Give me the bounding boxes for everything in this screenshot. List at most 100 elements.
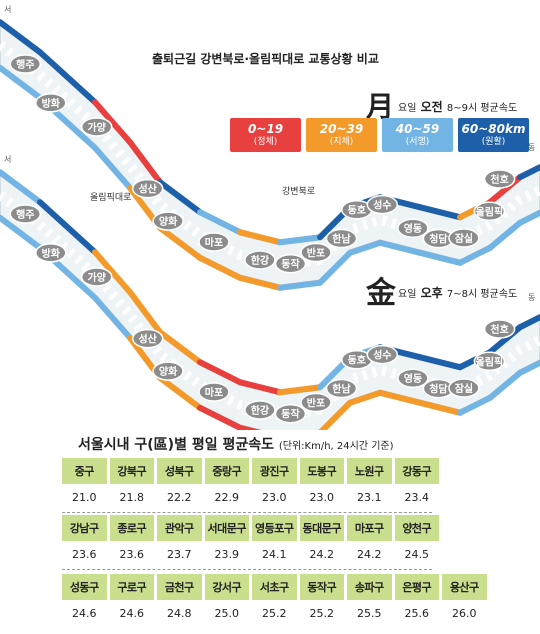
district-name: 강서구 (204, 574, 249, 600)
district-speed: 23.0 (309, 490, 335, 504)
place-badge (9, 54, 42, 74)
district-name: 강북구 (109, 458, 154, 484)
olympic-road-segment (197, 254, 243, 281)
district-speed: 23.9 (214, 547, 240, 561)
gangbyeon-road-segment (127, 289, 163, 336)
district-name: 은평구 (394, 574, 439, 600)
place-label: 영동 (404, 222, 422, 235)
district-speed: 22.9 (214, 490, 240, 504)
olympic-road-segment (157, 224, 203, 261)
west-marker: 서 (4, 155, 11, 164)
place-label: 올림픽 (476, 205, 504, 218)
place-label: 성산 (138, 183, 157, 196)
gangbyeon-road-segment (127, 139, 163, 186)
olympic-road-segment (237, 274, 283, 291)
place-badge (325, 228, 358, 249)
place-label: 한남 (332, 233, 351, 246)
olympic-road-label: 올림픽대로 (90, 191, 131, 203)
place-badge (152, 211, 184, 231)
place-badge (448, 378, 480, 398)
place-label: 반포 (307, 397, 325, 410)
legend-item-lightblue: 40~59 (서행) (382, 118, 453, 152)
olympic-road-segment (487, 369, 523, 401)
district-speed: 23.0 (262, 490, 287, 504)
place-badge (35, 93, 67, 113)
district-speed: 22.2 (167, 490, 192, 504)
page-title: 출퇴근길 강변북로·올림픽대로 교통상황 비교 (152, 52, 379, 66)
place-badge (325, 378, 358, 399)
district-name: 서대문구 (204, 515, 249, 541)
olympic-road-segment (457, 394, 493, 416)
gangbyeon-road-segment (277, 234, 323, 246)
gangbyeon-road-segment (197, 359, 243, 386)
place-label: 반포 (307, 247, 325, 260)
gangbyeon-road-segment (157, 329, 203, 366)
place-badge (131, 178, 164, 199)
place-badge (131, 328, 164, 349)
place-badge (300, 242, 332, 263)
district-name: 영등포구 (252, 515, 297, 541)
district-speed: 25.5 (357, 606, 382, 620)
olympic-road-segment (318, 399, 353, 430)
place-label: 한강 (251, 254, 270, 267)
olympic-road-segment (237, 424, 262, 430)
olympic-road-segment (487, 219, 523, 251)
district-name: 구로구 (109, 574, 154, 600)
place-badge (274, 403, 307, 424)
olympic-road-segment (0, 214, 43, 251)
place-label: 행주 (16, 208, 34, 221)
table-row-3: 성동구 구로구 금천구 강서구 서초구 동작구 송파구 은평구 용산구 24.6… (62, 574, 487, 626)
district-name: 강남구 (62, 515, 107, 541)
district-name: 서초구 (252, 574, 297, 600)
place-badge (483, 169, 516, 189)
district-name: 금천구 (157, 574, 202, 600)
olympic-road-segment (0, 64, 43, 101)
place-label: 올림픽 (476, 355, 504, 368)
place-label: 동호 (348, 204, 366, 217)
olympic-road-segment (377, 239, 423, 256)
place-badge (244, 250, 276, 270)
district-name: 양천구 (394, 515, 439, 541)
legend-item-darkblue: 60~80km (원활) (458, 118, 529, 152)
gangbyeon-road-segment (517, 164, 540, 181)
olympic-road-segment (417, 249, 463, 266)
place-badge (198, 232, 230, 252)
place-badge (244, 400, 276, 420)
gangbyeon-road-segment (417, 354, 463, 371)
place-badge (366, 194, 399, 215)
district-name: 관악구 (157, 515, 202, 541)
place-badge (397, 368, 429, 388)
district-name: 도봉구 (299, 458, 344, 484)
east-marker: 동 (528, 143, 535, 152)
place-badge (473, 351, 506, 372)
district-name: 중구 (62, 458, 107, 484)
district-speed: 21.8 (119, 490, 145, 504)
gangbyeon-road-segment (37, 199, 98, 256)
place-badge (300, 392, 332, 413)
place-label: 양화 (159, 366, 178, 378)
table-title: 서울시내 구(區)별 평일 평균속도 (단위:Km/h, 24시간 기준) (78, 437, 394, 453)
place-badge (448, 228, 480, 248)
district-speed: 23.6 (72, 547, 97, 561)
table-row-2: 강남구 종로구 관악구 서대문구 영등포구 동대문구 마포구 양천구 23.6 … (62, 515, 439, 567)
district-name: 마포구 (347, 515, 392, 541)
district-name: 송파구 (347, 574, 392, 600)
district-speed: 24.5 (404, 547, 430, 561)
district-name: 강동구 (394, 458, 439, 484)
olympic-road-segment (347, 389, 383, 406)
place-label: 방화 (42, 97, 61, 110)
olympic-road-segment (417, 399, 463, 416)
olympic-road-segment (347, 239, 383, 256)
place-label: 마포 (205, 236, 223, 249)
morning-subtitle: 요일 오전 8~9시 평균속도 (398, 100, 518, 114)
district-name: 종로구 (109, 515, 154, 541)
gangbyeon-road-segment (237, 379, 283, 396)
place-label: 청담 (429, 233, 448, 246)
district-speed: 24.2 (357, 547, 382, 561)
place-label: 양화 (159, 216, 178, 228)
gangbyeon-road-segment (237, 229, 283, 246)
place-label: 천호 (490, 323, 508, 336)
place-label: 한남 (332, 383, 351, 396)
gangbyeon-road-segment (487, 324, 523, 356)
olympic-road-segment (517, 359, 540, 376)
